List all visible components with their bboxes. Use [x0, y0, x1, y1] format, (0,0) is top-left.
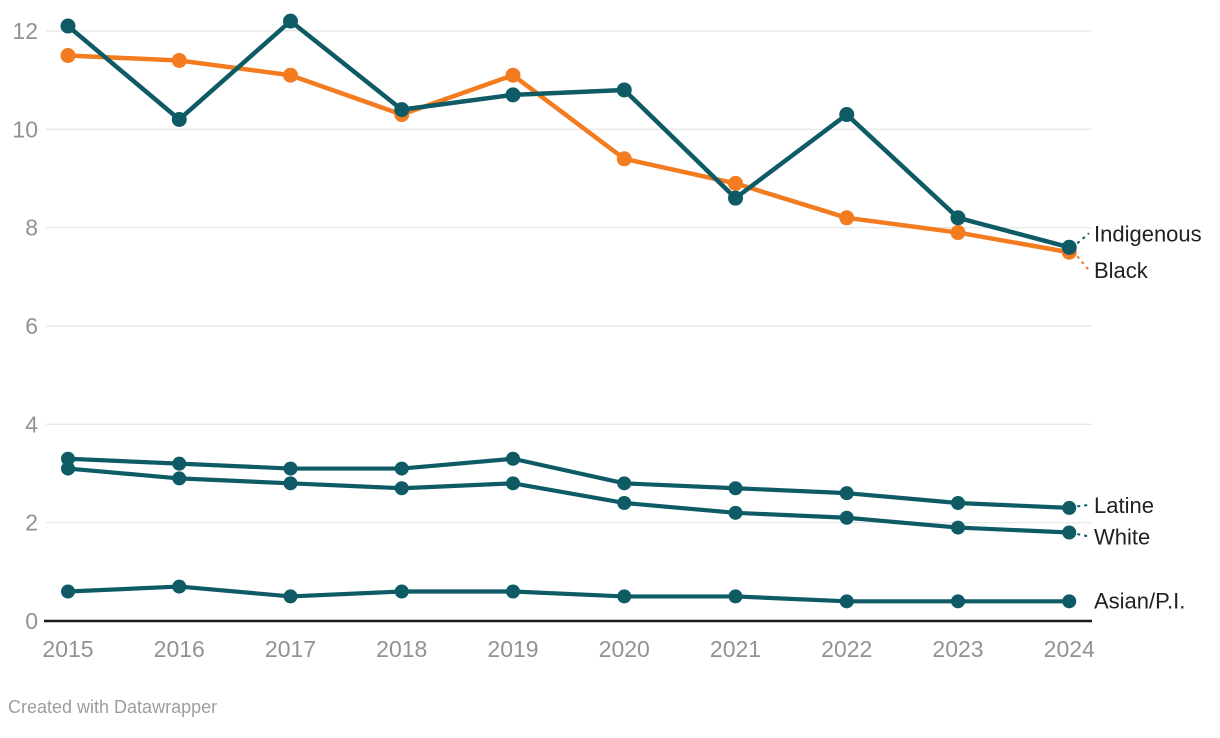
data-point-white [394, 481, 409, 496]
data-point-white [172, 471, 187, 486]
x-axis-labels-group: 2015 2016 2017 2018 2019 2020 2021 2022 2023 2024 [42, 636, 1095, 662]
x-tick-label: 2015 [42, 636, 93, 662]
data-point-indigenous [616, 82, 632, 98]
x-tick-label: 2022 [821, 636, 872, 662]
data-point-asian-p-i [839, 594, 854, 609]
data-point-latine [951, 495, 965, 510]
x-tick-label: 2018 [376, 636, 427, 662]
data-point-asian-p-i [172, 579, 187, 594]
data-point-indigenous [171, 111, 187, 127]
data-point-black [839, 210, 855, 226]
data-point-latine [728, 481, 743, 496]
x-tick-label: 2020 [599, 636, 650, 662]
data-point-indigenous [728, 190, 743, 206]
y-tick-label: 12 [12, 18, 38, 44]
line-chart-canvas: 0 2 4 6 8 10 12 2015 2016 2017 2018 2019 2020 2021 202… [12, 13, 1202, 662]
data-point-white [728, 505, 743, 520]
data-point-black [616, 151, 632, 167]
series-label-latine: Latine [1094, 493, 1154, 518]
data-point-latine [506, 451, 520, 466]
data-point-black [171, 52, 187, 68]
data-point-indigenous [839, 107, 855, 123]
data-point-white [617, 495, 632, 510]
series-label-white: White [1094, 524, 1150, 549]
y-axis-labels-group: 0 2 4 6 8 10 12 [12, 18, 38, 634]
data-point-latine [61, 451, 75, 466]
y-tick-label: 8 [25, 215, 38, 241]
series-label-indigenous: Indigenous [1094, 221, 1202, 246]
leader-line-black [1076, 255, 1090, 271]
data-point-white [61, 461, 75, 476]
series-asian-p-i [61, 579, 1077, 609]
y-tick-label: 2 [25, 510, 38, 536]
y-tick-label: 6 [25, 313, 38, 339]
gridlines-group [44, 30, 1092, 623]
data-point-white [951, 520, 965, 535]
data-point-latine [394, 461, 409, 476]
leader-line-indigenous [1076, 232, 1090, 245]
x-tick-label: 2024 [1044, 636, 1095, 662]
data-point-black [505, 67, 521, 83]
data-point-latine [172, 456, 187, 471]
data-point-asian-p-i [394, 584, 409, 599]
series-line-asian-p-i [65, 584, 1072, 604]
data-point-latine [1062, 500, 1077, 515]
x-tick-label: 2016 [154, 636, 205, 662]
datawrapper-attribution-link[interactable]: Created with Datawrapper [8, 697, 218, 717]
data-point-asian-p-i [951, 594, 965, 609]
x-tick-label: 2023 [932, 636, 983, 662]
data-point-black [950, 225, 966, 241]
series-white [61, 461, 1077, 540]
data-point-asian-p-i [506, 584, 520, 599]
data-point-white [1062, 525, 1077, 540]
data-point-black [283, 67, 298, 83]
data-point-black [728, 175, 743, 191]
data-point-indigenous [283, 13, 298, 29]
data-point-asian-p-i [1062, 594, 1077, 609]
data-point-asian-p-i [283, 589, 298, 604]
data-point-white [283, 476, 298, 491]
data-point-latine [839, 486, 854, 501]
data-point-asian-p-i [728, 589, 743, 604]
leader-line-latine [1077, 503, 1090, 508]
series-line-latine [65, 456, 1072, 511]
series-line-indigenous [65, 18, 1072, 250]
y-tick-label: 0 [25, 608, 38, 634]
x-tick-label: 2017 [265, 636, 316, 662]
data-point-white [506, 476, 520, 491]
data-point-black [60, 48, 76, 64]
data-point-indigenous [60, 18, 76, 34]
data-point-asian-p-i [61, 584, 75, 599]
series-latine [61, 451, 1077, 515]
series-line-white [65, 466, 1072, 535]
data-point-indigenous [394, 102, 410, 118]
data-point-indigenous [505, 87, 521, 103]
x-tick-label: 2021 [710, 636, 761, 662]
series-label-asian-p-i: Asian/P.I. [1094, 588, 1185, 613]
series-label-black: Black [1094, 258, 1149, 283]
leader-line-white [1077, 533, 1090, 538]
data-point-indigenous [1061, 239, 1077, 255]
y-tick-label: 4 [25, 411, 38, 437]
data-point-white [839, 510, 854, 525]
series-indigenous [60, 13, 1077, 255]
data-point-latine [283, 461, 298, 476]
y-tick-label: 10 [12, 116, 38, 142]
data-point-indigenous [950, 210, 966, 226]
data-point-latine [617, 476, 632, 491]
x-tick-label: 2019 [487, 636, 538, 662]
data-point-asian-p-i [617, 589, 632, 604]
